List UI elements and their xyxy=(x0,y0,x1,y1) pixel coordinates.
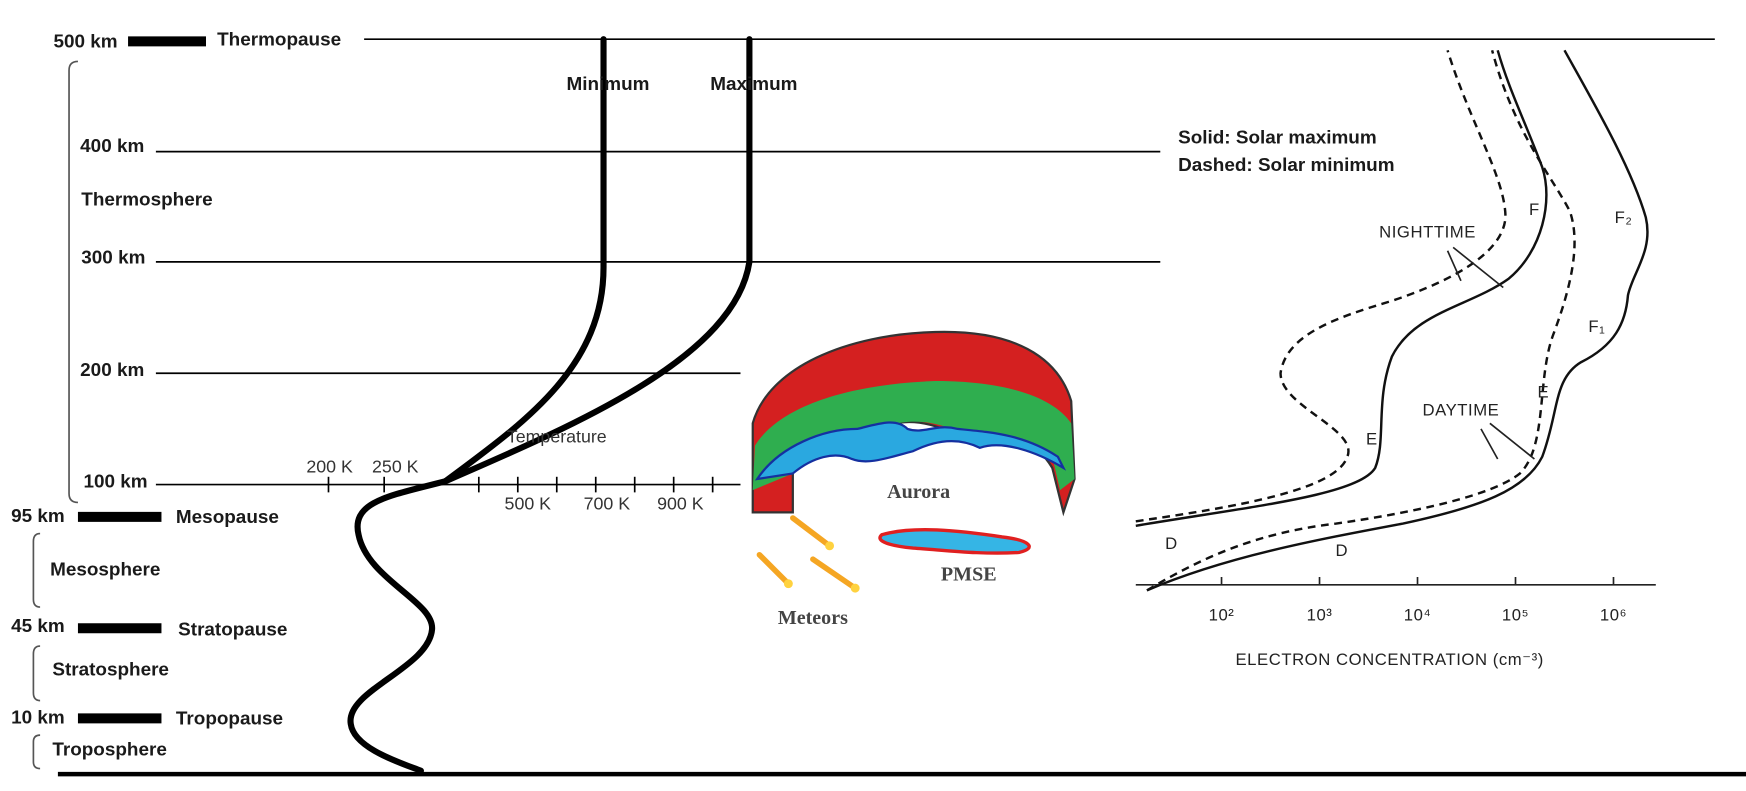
temperature-tick-label: 700 K xyxy=(584,493,631,513)
bracket xyxy=(32,734,41,770)
pmse-blob xyxy=(878,528,1031,555)
bracket xyxy=(68,60,78,504)
maximum-curve xyxy=(442,36,753,485)
level-name: Mesopause xyxy=(176,507,279,528)
meteor-streaks-part xyxy=(790,515,833,549)
layer-name: Troposphere xyxy=(52,740,167,761)
curve-label: DAYTIME xyxy=(1423,400,1500,419)
altitude-label: 300 km xyxy=(81,248,145,269)
temperature-tick-label: 200 K xyxy=(306,457,353,477)
curve-label: Minimum xyxy=(566,74,649,95)
legend-entry: Dashed: Solar minimum xyxy=(1178,155,1394,176)
meteor-streaks xyxy=(756,515,860,593)
meteor-streaks-part xyxy=(756,551,792,587)
bracket xyxy=(32,532,41,608)
temperature-tick-label: 500 K xyxy=(505,493,552,513)
curve-label: D xyxy=(1165,534,1178,553)
x-tick-label: 10⁴ xyxy=(1404,605,1431,624)
night-solar-min xyxy=(1135,49,1507,523)
minimum-curve xyxy=(442,36,607,485)
electron-panel: Solid: Solar maximum Dashed: Solar minim… xyxy=(1135,49,1656,669)
curve-label: NIGHTTIME xyxy=(1379,222,1476,241)
altitude-label: 400 km xyxy=(80,136,144,157)
meteor-streaks-part xyxy=(783,579,793,589)
altitude-label: 10 km xyxy=(11,707,65,728)
aurora-green xyxy=(752,381,1075,491)
legend-entry: Solid: Solar maximum xyxy=(1178,127,1377,148)
phenomenon-label: PMSE xyxy=(941,563,997,585)
altitude-scale: 500 km Thermopause 400 km 300 km 200 km … xyxy=(11,29,1746,777)
layers: Thermosphere Mesosphere Stratosphere Tro… xyxy=(32,60,213,770)
phenomenon-label: Aurora xyxy=(887,481,950,503)
layer-name: Mesosphere xyxy=(50,559,160,580)
aurora-blue xyxy=(754,421,1067,481)
altitude-label: 100 km xyxy=(84,471,148,492)
phenomena: Aurora PMSE Meteors xyxy=(751,330,1076,629)
layer-name: Stratosphere xyxy=(52,660,169,681)
layer-name: Thermosphere xyxy=(81,190,212,211)
altitude-label: 200 km xyxy=(80,360,144,381)
x-tick-label: 10³ xyxy=(1307,605,1333,624)
curve-label: E xyxy=(1366,429,1378,448)
curve-label: D xyxy=(1335,541,1348,560)
level-name: Tropopause xyxy=(176,709,283,730)
level-name: Stratopause xyxy=(178,619,287,640)
x-axis-title: ELECTRON CONCENTRATION (cm⁻³) xyxy=(1236,650,1544,669)
temperature-label: Temperature xyxy=(507,427,607,447)
altitude-label: 95 km xyxy=(11,506,65,527)
meteor-streaks-part xyxy=(850,583,860,593)
curve-label: F₂ xyxy=(1615,208,1633,227)
temperature-tick-label: 250 K xyxy=(372,457,419,477)
altitude-label: 45 km xyxy=(11,616,65,637)
meteor-streaks-part xyxy=(810,556,858,591)
x-ticks xyxy=(1220,577,1615,585)
meteor-streaks-part xyxy=(825,541,835,551)
x-tick-label: 10² xyxy=(1209,605,1235,624)
day-solar-min xyxy=(1146,49,1576,592)
x-tick-label: 10⁶ xyxy=(1600,605,1627,624)
pointer xyxy=(1480,422,1535,460)
lower-temperature-curve xyxy=(347,478,449,774)
day-solar-max xyxy=(1146,49,1649,592)
bracket xyxy=(32,645,41,702)
curve-label: F xyxy=(1529,200,1540,219)
phenomenon-label: Meteors xyxy=(778,607,848,629)
temperature-ticks xyxy=(327,476,714,493)
temperature-tick-label: 900 K xyxy=(657,493,704,513)
curve-label: Maximum xyxy=(710,74,797,95)
curve-label: E xyxy=(1537,383,1549,402)
pointer xyxy=(1446,246,1504,289)
altitude-label: 500 km xyxy=(53,32,117,53)
night-solar-max xyxy=(1135,49,1548,527)
temperature-profile: Minimum Maximum Temperature 200 K 250 K … xyxy=(306,36,797,774)
x-tick-label: 10⁵ xyxy=(1502,605,1529,624)
curve-label: F₁ xyxy=(1588,317,1605,336)
level-name: Thermopause xyxy=(217,29,341,50)
